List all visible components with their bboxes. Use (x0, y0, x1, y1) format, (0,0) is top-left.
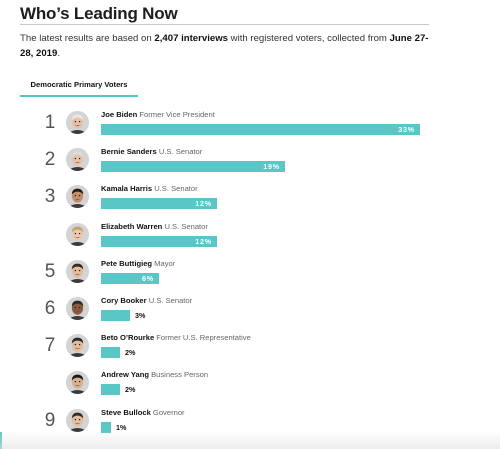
tab-democratic-primary-voters[interactable]: Democratic Primary Voters (20, 78, 138, 97)
candidate-title: Business Person (148, 370, 209, 380)
candidate-row: 2 Bernie Sanders U.S. Senator 19% (0, 145, 500, 182)
candidate-name: Steve Bullock (101, 407, 151, 417)
support-percent: 6% (142, 273, 154, 283)
candidate-row: Andrew Yang Business Person 2% (0, 368, 500, 405)
support-bar: 19% (101, 161, 285, 173)
bernie-sanders-portrait (66, 148, 89, 172)
intro-text: The latest results are based on 2,407 in… (20, 31, 440, 61)
support-bar: 6% (101, 272, 159, 284)
candidate-title: Former U.S. Representative (154, 333, 251, 343)
support-percent: 1% (116, 422, 127, 432)
candidate-label: Bernie Sanders U.S. Senator (101, 147, 202, 156)
intro-suffix: . (57, 48, 61, 59)
candidate-label: Andrew Yang Business Person (101, 370, 208, 379)
support-percent: 12% (195, 236, 212, 246)
candidate-row: 1 Joe Biden Former Vice President 33% (0, 108, 500, 145)
intro-dates: June 27-28, 2019 (20, 33, 429, 59)
intro-middle: with registered voters, collected from (228, 33, 390, 44)
candidate-row: Elizabeth Warren U.S. Senator 12% (0, 220, 500, 257)
candidate-title: U.S. Senator (152, 184, 198, 194)
candidate-label: Steve Bullock Governor (101, 408, 185, 417)
intro-interview-count: 2,407 interviews (154, 33, 228, 44)
candidate-label: Pete Buttigieg Mayor (101, 259, 175, 268)
candidate-label: Elizabeth Warren U.S. Senator (101, 222, 208, 231)
rank-number: 5 (44, 260, 56, 282)
support-bar (101, 347, 120, 359)
rank-number: 3 (44, 186, 56, 208)
candidate-name: Joe Biden (101, 110, 138, 119)
rank-number: 9 (44, 409, 56, 431)
rank-number: 6 (44, 298, 56, 319)
support-percent: 12% (195, 199, 212, 209)
steve-bullock-portrait (66, 408, 89, 432)
candidate-name: Elizabeth Warren (101, 221, 163, 231)
rank-number: 2 (44, 149, 56, 171)
support-bar (101, 421, 111, 433)
cory-booker-portrait (66, 297, 89, 320)
candidate-title: Former Vice President (137, 110, 215, 119)
pete-buttigieg-portrait (66, 259, 89, 283)
bottom-fade (0, 430, 500, 449)
page-title: Who’s Leading Now (20, 4, 178, 23)
candidate-name: Bernie Sanders (101, 147, 157, 157)
candidate-row: 3 Kamala Harris U.S. Senator 12% (0, 182, 500, 219)
beto-orourke-portrait (66, 334, 89, 358)
candidate-label: Cory Booker U.S. Senator (101, 296, 192, 305)
support-percent: 2% (125, 348, 136, 358)
candidate-row: 7 Beto O’Rourke Former U.S. Representativ… (0, 331, 500, 368)
intro-prefix: The latest results are based on (20, 33, 155, 44)
candidate-title: U.S. Senator (156, 147, 203, 157)
andrew-yang-portrait (66, 371, 89, 395)
candidate-name: Pete Buttigieg (101, 258, 153, 268)
support-bar: 33% (101, 124, 420, 135)
joe-biden-portrait (66, 111, 89, 134)
candidate-name: Andrew Yang (101, 370, 149, 380)
kamala-harris-portrait (66, 185, 89, 209)
candidate-name: Kamala Harris (101, 184, 153, 194)
candidate-title: Governor (150, 407, 185, 417)
support-bar (101, 384, 120, 396)
candidate-row: 5 Pete Buttigieg Mayor 6% (0, 257, 500, 294)
candidate-name: Cory Booker (101, 296, 147, 305)
candidate-name: Beto O’Rourke (101, 333, 155, 343)
support-bar: 12% (101, 235, 217, 247)
support-percent: 3% (135, 311, 146, 320)
rank-number: 1 (44, 112, 56, 133)
candidate-title: U.S. Senator (146, 296, 193, 305)
support-bar: 12% (101, 198, 217, 210)
candidate-row: 9 Steve Bullock Governor 1% (0, 406, 500, 443)
candidate-row: 6 Cory Booker U.S. Senator 3% (0, 294, 500, 331)
support-percent: 33% (398, 125, 415, 134)
candidate-title: U.S. Senator (162, 221, 208, 231)
support-bar (101, 310, 130, 321)
candidate-label: Beto O’Rourke Former U.S. Representative (101, 333, 251, 342)
support-percent: 19% (263, 162, 280, 172)
candidate-title: Mayor (152, 258, 176, 268)
support-percent: 2% (125, 385, 136, 395)
candidate-label: Joe Biden Former Vice President (101, 110, 215, 119)
elizabeth-warren-portrait (66, 222, 89, 246)
title-divider (20, 24, 429, 25)
candidate-label: Kamala Harris U.S. Senator (101, 184, 198, 193)
rank-number: 7 (44, 335, 56, 357)
